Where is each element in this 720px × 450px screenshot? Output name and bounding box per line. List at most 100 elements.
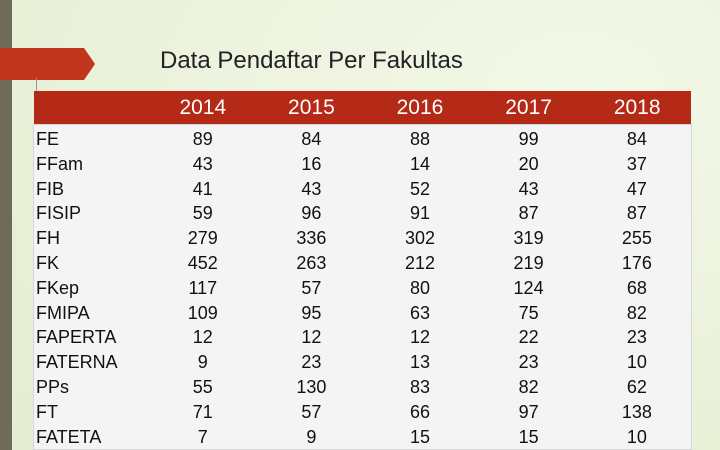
count-cell: 212 xyxy=(404,252,435,273)
faculty-name-cell: FH xyxy=(36,228,60,249)
table-row: FFam 43 16 14 20 37 xyxy=(34,152,692,177)
count-cell: 37 xyxy=(626,153,647,174)
count-cell: 263 xyxy=(296,252,327,273)
count-cell: 59 xyxy=(192,203,213,224)
count-cell: 124 xyxy=(513,277,544,298)
count-cell: 43 xyxy=(192,153,213,174)
count-cell: 452 xyxy=(187,252,218,273)
count-cell: 84 xyxy=(626,129,647,149)
table-header-row: 2014 2015 2016 2017 2018 xyxy=(33,91,692,125)
count-cell: 302 xyxy=(404,228,435,249)
count-cell: 88 xyxy=(409,129,430,149)
faculty-name-cell: FE xyxy=(36,129,60,149)
table-row: FMIPA 109 95 63 75 82 xyxy=(34,301,692,326)
faculty-name-cell: FMIPA xyxy=(36,302,90,323)
count-cell: 82 xyxy=(518,376,539,397)
count-cell: 9 xyxy=(306,426,317,447)
count-cell: 84 xyxy=(301,129,322,149)
count-cell: 68 xyxy=(626,277,647,298)
count-cell: 62 xyxy=(626,376,647,397)
table-row: FIB 41 43 52 43 47 xyxy=(34,177,692,202)
count-cell: 22 xyxy=(518,327,539,348)
table-row: FT 71 57 66 97 138 xyxy=(34,400,692,425)
count-cell: 66 xyxy=(409,401,430,422)
faculty-name-cell: FATERNA xyxy=(36,352,118,373)
count-cell: 55 xyxy=(192,376,213,397)
table-row: FATERNA 9 23 13 23 10 xyxy=(34,350,692,375)
table-row: FE 89 84 88 99 84 xyxy=(34,125,692,152)
registrants-table: 2014 2015 2016 2017 2018 FE 89 84 88 99 84 FFa… xyxy=(33,91,692,450)
count-cell: 255 xyxy=(621,228,652,249)
count-cell: 10 xyxy=(626,426,647,447)
faculty-name-cell: FAPERTA xyxy=(36,327,117,348)
count-cell: 23 xyxy=(518,352,539,373)
count-cell: 12 xyxy=(301,327,322,348)
table-row: FKep 117 57 80 124 68 xyxy=(34,276,692,301)
count-cell: 12 xyxy=(192,327,213,348)
count-cell: 89 xyxy=(192,129,213,149)
table-row: FAPERTA 12 12 12 22 23 xyxy=(34,325,692,350)
count-cell: 176 xyxy=(621,252,652,273)
count-cell: 10 xyxy=(626,352,647,373)
table-row: PPs 55 130 83 82 62 xyxy=(34,375,692,400)
table-body: FE 89 84 88 99 84 FFam 43 16 14 20 37 FIB 41 43 52 43 47 F… xyxy=(33,124,692,450)
count-cell: 43 xyxy=(301,178,322,199)
faculty-name-cell: FKep xyxy=(36,277,80,298)
count-cell: 15 xyxy=(409,426,430,447)
count-cell: 75 xyxy=(518,302,539,323)
count-cell: 41 xyxy=(192,178,213,199)
faculty-name-cell: FT xyxy=(36,401,58,422)
count-cell: 91 xyxy=(409,203,430,224)
header-year-2017: 2017 xyxy=(474,91,583,125)
count-cell: 82 xyxy=(626,302,647,323)
count-cell: 9 xyxy=(197,352,208,373)
count-cell: 336 xyxy=(296,228,327,249)
page-title: Data Pendaftar Per Fakultas xyxy=(160,47,463,74)
faculty-name-cell: FISIP xyxy=(36,203,82,224)
faculty-name-cell: PPs xyxy=(36,376,70,397)
count-cell: 130 xyxy=(296,376,327,397)
left-sidebar-bar xyxy=(0,0,12,450)
count-cell: 87 xyxy=(626,203,647,224)
header-year-2014: 2014 xyxy=(148,91,258,125)
count-cell: 109 xyxy=(187,302,218,323)
count-cell: 13 xyxy=(409,352,430,373)
header-year-2015: 2015 xyxy=(257,91,366,125)
faculty-name-cell: FFam xyxy=(36,153,83,174)
count-cell: 14 xyxy=(409,153,430,174)
count-cell: 138 xyxy=(621,401,652,422)
count-cell: 219 xyxy=(513,252,544,273)
count-cell: 16 xyxy=(301,153,322,174)
table-row: FATETA 7 9 15 15 10 xyxy=(34,425,692,450)
count-cell: 96 xyxy=(301,203,322,224)
count-cell: 279 xyxy=(187,228,218,249)
count-cell: 95 xyxy=(301,302,322,323)
count-cell: 83 xyxy=(409,376,430,397)
count-cell: 52 xyxy=(409,178,430,199)
count-cell: 57 xyxy=(301,401,322,422)
count-cell: 99 xyxy=(518,129,539,149)
header-faculty xyxy=(33,91,149,125)
count-cell: 23 xyxy=(626,327,647,348)
faculty-name-cell: FATETA xyxy=(36,426,102,447)
count-cell: 47 xyxy=(626,178,647,199)
count-cell: 20 xyxy=(518,153,539,174)
count-cell: 7 xyxy=(197,426,208,447)
count-cell: 117 xyxy=(188,277,218,298)
header-year-2018: 2018 xyxy=(582,91,692,125)
faculty-name-cell: FK xyxy=(36,252,60,273)
count-cell: 15 xyxy=(518,426,539,447)
count-cell: 57 xyxy=(301,277,322,298)
count-cell: 63 xyxy=(409,302,430,323)
accent-arrow-shape xyxy=(0,48,95,80)
count-cell: 43 xyxy=(518,178,539,199)
count-cell: 97 xyxy=(518,401,539,422)
faculty-name-cell: FIB xyxy=(36,178,65,199)
table-row: FK 452 263 212 219 176 xyxy=(34,251,692,276)
count-cell: 71 xyxy=(192,401,213,422)
count-cell: 23 xyxy=(301,352,322,373)
decorative-vertical-line xyxy=(36,78,37,450)
count-cell: 87 xyxy=(518,203,539,224)
count-cell: 80 xyxy=(409,277,430,298)
